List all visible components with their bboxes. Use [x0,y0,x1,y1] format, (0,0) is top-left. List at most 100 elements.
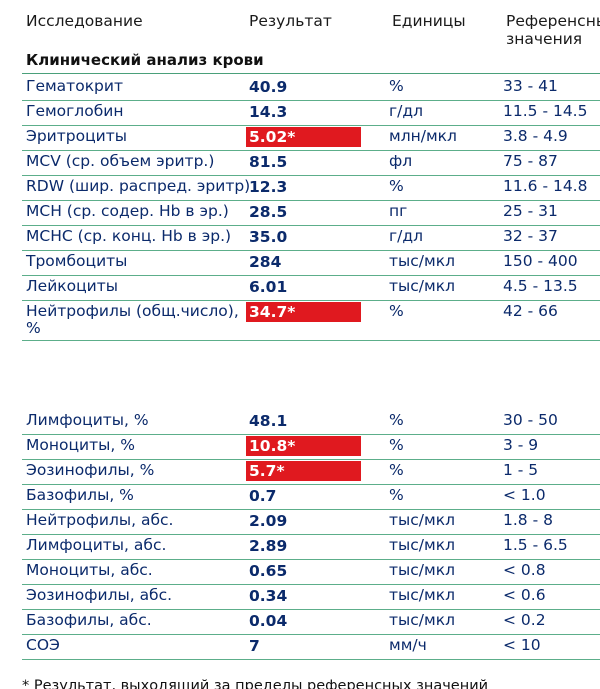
test-name: Лимфоциты, % [26,411,149,429]
header-reference: Референсные значения [506,12,600,48]
result-value: 284 [249,253,282,271]
result-value: 81.5 [249,153,288,171]
unit: % [389,177,404,195]
result-value: 0.7 [249,487,277,505]
reference-range: 3 - 9 [503,436,539,454]
unit: тыс/мкл [389,561,455,579]
table-row: Базофилы, абс. 0.04 тыс/мкл < 0.2 [22,609,600,635]
table-row: Гемоглобин 14.3 г/дл 11.5 - 14.5 [22,100,600,126]
unit: % [389,436,404,454]
table-row: Нейтрофилы (общ.число), % 34.7*% 42 - 66 [22,300,600,341]
test-name: RDW (шир. распред. эритр) [26,177,251,195]
result-value: 2.09 [249,512,288,530]
unit: мм/ч [389,636,427,654]
test-name: Эритроциты [26,127,127,145]
result-value: 12.3 [249,178,288,196]
result-value: 0.65 [249,562,288,580]
reference-range: 4.5 - 13.5 [503,277,578,295]
table-row: Базофилы, % 0.7% < 1.0 [22,484,600,510]
result-value: 35.0 [249,228,288,246]
unit: фл [389,152,413,170]
reference-range: < 0.6 [503,586,546,604]
header-unit: Единицы [392,12,466,30]
result-value: 2.89 [249,537,288,555]
footnote: * Результат, выходящий за пределы рефере… [22,678,489,689]
reference-range: < 1.0 [503,486,546,504]
test-name: Моноциты, % [26,436,135,454]
table-row: MCH (ср. содер. Hb в эр.) 28.5 пг 25 - 31 [22,200,600,226]
unit: тыс/мкл [389,252,455,270]
test-name: Тромбоциты [26,252,128,270]
unit: тыс/мкл [389,611,455,629]
table-row: RDW (шир. распред. эритр) 12.3% 11.6 - 14.… [22,175,600,201]
table-row: Гематокрит 40.9% 33 - 41 [22,75,600,101]
result-value: 7 [249,637,260,655]
test-name: Гематокрит [26,77,123,95]
table-row: Лимфоциты, % 48.1% 30 - 50 [22,409,600,435]
unit: пг [389,202,408,220]
unit: тыс/мкл [389,277,455,295]
test-name: Базофилы, % [26,486,134,504]
unit: г/дл [389,102,423,120]
table-row: Эозинофилы, % 5.7*% 1 - 5 [22,459,600,485]
test-name: MCHC (ср. конц. Hb в эр.) [26,227,232,245]
reference-range: 75 - 87 [503,152,558,170]
header-name: Исследование [26,12,143,30]
reference-range: 11.6 - 14.8 [503,177,588,195]
reference-range: 150 - 400 [503,252,578,270]
reference-range: 42 - 66 [503,302,558,320]
test-name: Моноциты, абс. [26,561,153,579]
reference-range: < 0.2 [503,611,546,629]
reference-range: < 0.8 [503,561,546,579]
table-row: Тромбоциты 284 тыс/мкл 150 - 400 [22,250,600,276]
table-header: Исследование Результат Единицы Референсн… [0,12,600,52]
reference-range: 11.5 - 14.5 [503,102,588,120]
test-name: MCH (ср. содер. Hb в эр.) [26,202,229,220]
table-row: Эозинофилы, абс. 0.34 тыс/мкл < 0.6 [22,584,600,610]
test-name: Нейтрофилы, абс. [26,511,174,529]
result-value-flagged: 10.8* [246,436,361,456]
section-title: Клинический анализ крови [26,51,264,69]
table-row: СОЭ 7 мм/ч < 10 [22,634,600,660]
test-name: Базофилы, абс. [26,611,152,629]
unit: % [389,302,404,320]
result-value: 48.1 [249,412,288,430]
reference-range: 1 - 5 [503,461,539,479]
result-value: 0.04 [249,612,288,630]
test-name: MCV (ср. объем эритр.) [26,152,215,170]
section-divider [22,73,600,74]
result-value: 14.3 [249,103,288,121]
test-name: Эозинофилы, % [26,461,155,479]
reference-range: < 10 [503,636,541,654]
table-row: MCHC (ср. конц. Hb в эр.) 35.0 г/дл 32 - 37 [22,225,600,251]
table-row: Моноциты, % 10.8*% 3 - 9 [22,434,600,460]
test-name: Эозинофилы, абс. [26,586,173,604]
unit: % [389,77,404,95]
reference-range: 32 - 37 [503,227,558,245]
result-value-flagged: 5.02* [246,127,361,147]
test-name: Лейкоциты [26,277,119,295]
table-row: Моноциты, абс. 0.65 тыс/мкл < 0.8 [22,559,600,585]
reference-range: 30 - 50 [503,411,558,429]
test-name: Лимфоциты, абс. [26,536,167,554]
result-value: 40.9 [249,78,288,96]
test-name: Нейтрофилы (общ.число), % [26,302,239,337]
result-value-flagged: 5.7* [246,461,361,481]
result-value: 28.5 [249,203,288,221]
test-name: СОЭ [26,636,60,654]
unit: тыс/мкл [389,536,455,554]
table-row: Лейкоциты 6.01 тыс/мкл 4.5 - 13.5 [22,275,600,301]
reference-range: 33 - 41 [503,77,558,95]
unit: % [389,461,404,479]
table-row: Лимфоциты, абс. 2.89 тыс/мкл 1.5 - 6.5 [22,534,600,560]
table-row: Нейтрофилы, абс. 2.09 тыс/мкл 1.8 - 8 [22,509,600,535]
result-value: 6.01 [249,278,288,296]
result-value-flagged: 34.7* [246,302,361,322]
result-value: 0.34 [249,587,288,605]
reference-range: 25 - 31 [503,202,558,220]
header-result: Результат [249,12,332,30]
reference-range: 3.8 - 4.9 [503,127,568,145]
reference-range: 1.5 - 6.5 [503,536,568,554]
table-row: Эритроциты 5.02* млн/мкл 3.8 - 4.9 [22,125,600,151]
reference-range: 1.8 - 8 [503,511,553,529]
